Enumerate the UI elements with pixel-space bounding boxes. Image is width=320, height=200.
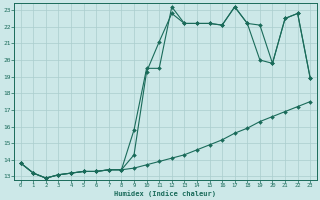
X-axis label: Humidex (Indice chaleur): Humidex (Indice chaleur) bbox=[115, 190, 217, 197]
